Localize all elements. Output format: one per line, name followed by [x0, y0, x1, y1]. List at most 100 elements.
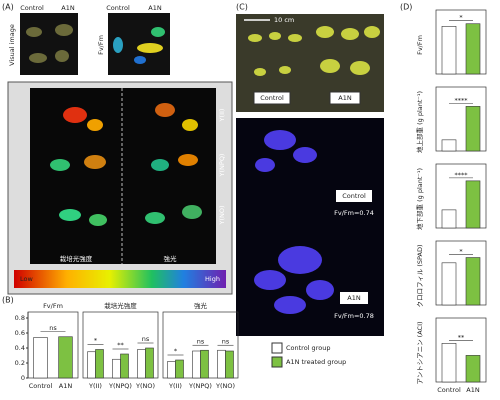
significance-label: ns [49, 324, 57, 332]
y-axis-label: アントシアニン (ACI) [416, 321, 424, 384]
y-tick-label: 0.8 [15, 314, 25, 322]
label: A1N [347, 294, 361, 302]
bar [87, 351, 96, 379]
x-tick-label: Control [437, 386, 461, 394]
y-tick-label: 0.4 [15, 344, 25, 352]
y-tick-label: 0.6 [15, 329, 25, 337]
bar [137, 349, 146, 379]
colorbar-label: Low [20, 275, 33, 283]
bar [465, 106, 481, 152]
plant [50, 103, 202, 226]
plant [254, 130, 334, 314]
x-tick-label: A1N [466, 386, 480, 394]
y-axis-label: 地下部重 (g plant⁻¹) [415, 168, 424, 230]
bar [145, 347, 154, 379]
plot-frame [435, 163, 487, 229]
bar [441, 139, 457, 152]
row-label: Y(II) [218, 109, 226, 123]
label-box [340, 292, 368, 304]
x-tick-label: Y(NPQ) [108, 382, 132, 390]
label: Control [20, 4, 44, 12]
significance-label: ** [117, 341, 124, 349]
significance-label: ns [222, 337, 230, 345]
bar [225, 350, 234, 379]
photo [30, 88, 216, 264]
bar [175, 359, 184, 379]
plant [26, 24, 73, 63]
legend-swatch [271, 342, 283, 354]
significance-label: ** [458, 333, 465, 341]
x-tick-label: Y(NO) [135, 382, 155, 390]
bar [465, 180, 481, 229]
label-box [336, 190, 372, 202]
significance-label: **** [455, 96, 469, 104]
bar [167, 361, 176, 379]
significance-label: * [94, 337, 98, 345]
plot-frame [435, 317, 487, 383]
bar [441, 26, 457, 75]
bar [441, 343, 457, 383]
bar [441, 262, 457, 306]
significance-label: * [174, 347, 178, 355]
legend-swatch [271, 356, 283, 368]
panel-label: (C) [236, 3, 248, 12]
legend-label: Control group [286, 344, 330, 352]
bar [200, 349, 209, 379]
label: Fv/Fm=0.74 [334, 209, 374, 217]
label: A1N [61, 4, 75, 12]
bar [95, 349, 104, 379]
significance-label: * [459, 14, 463, 22]
label: Control [106, 4, 130, 12]
bar [120, 353, 129, 379]
panel-label: (D) [400, 3, 412, 12]
x-tick-label: Y(NO) [215, 382, 235, 390]
y-tick-label: 0 [21, 374, 25, 382]
label: Control [342, 192, 366, 200]
y-axis-label: 地上部重 (g plant⁻¹) [415, 91, 424, 153]
plot-frame [435, 86, 487, 152]
plant [113, 27, 165, 64]
row-label: Y(NO) [218, 205, 226, 225]
legend-label: A1N treated group [286, 358, 346, 366]
x-tick-label: A1N [59, 382, 73, 390]
bar [33, 337, 48, 379]
bar [112, 358, 121, 379]
significance-label: ns [197, 337, 205, 345]
label: Fv/Fm=0.78 [334, 312, 374, 320]
x-tick-label: Y(II) [168, 382, 182, 390]
bar [217, 349, 226, 379]
label: Control [260, 94, 284, 102]
photo [20, 13, 78, 75]
bar [465, 257, 481, 306]
label: Visual image [8, 24, 16, 66]
bar [465, 23, 481, 75]
y-tick-label: 0.2 [15, 359, 25, 367]
panel-label: (A) [2, 3, 14, 12]
y-axis-label: Fv/Fm [416, 35, 424, 55]
x-tick-label: Control [29, 382, 53, 390]
label: A1N [338, 94, 352, 102]
x-tick-label: Y(NPQ) [188, 382, 212, 390]
scale-label: 10 cm [274, 16, 294, 24]
bar [58, 336, 73, 379]
column-label: 強光 [164, 254, 178, 263]
plant [248, 26, 380, 76]
bar [192, 350, 201, 379]
significance-label: * [459, 248, 463, 256]
colorbar [14, 270, 226, 288]
bar [441, 209, 457, 229]
column-label: 栽培光強度 [60, 254, 93, 263]
label: Fv/Fm [97, 35, 105, 55]
group-label: 強光 [194, 301, 208, 310]
plot-frame [435, 9, 487, 75]
row-label: Y(NPQ) [218, 154, 226, 178]
significance-label: ns [142, 335, 150, 343]
label: A1N [148, 4, 162, 12]
significance-label: **** [455, 171, 469, 179]
group-label: Fv/Fm [43, 302, 63, 310]
x-tick-label: Y(II) [88, 382, 102, 390]
label-box [329, 91, 361, 105]
panel-label: (B) [2, 296, 14, 305]
label-box [253, 91, 291, 105]
